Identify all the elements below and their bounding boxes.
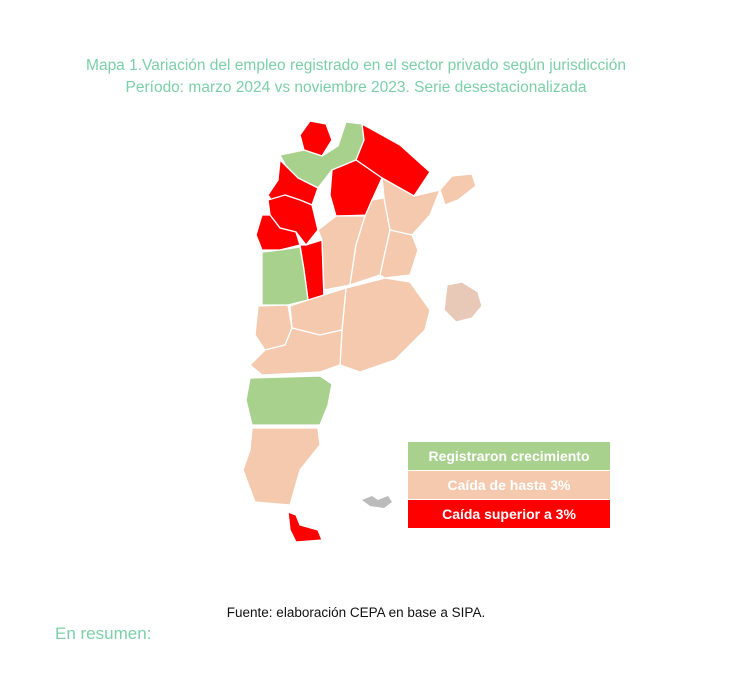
tierra-del-fuego — [287, 511, 323, 543]
section-heading: En resumen: — [55, 624, 152, 643]
entre-rios — [379, 229, 419, 279]
legend-entry: Registraron crecimiento — [408, 442, 610, 470]
map-subtitle: Período: marzo 2024 vs noviembre 2023. S… — [125, 79, 587, 96]
mendoza — [261, 246, 309, 306]
uruguay — [443, 281, 483, 323]
rio-negro — [249, 327, 343, 376]
source-note: Fuente: elaboración CEPA en base a SIPA. — [226, 605, 486, 620]
buenos-aires — [339, 277, 431, 373]
legend-entry: Caída de hasta 3% — [408, 471, 610, 499]
corrientes — [381, 176, 442, 236]
chubut — [245, 375, 333, 426]
malvinas — [362, 496, 392, 508]
provinces — [242, 120, 483, 543]
legend-entry: Caída superior a 3% — [408, 500, 610, 528]
santa-cruz — [242, 427, 321, 506]
misiones — [439, 173, 477, 206]
map-title: Mapa 1.Variación del empleo registrado e… — [86, 57, 626, 74]
